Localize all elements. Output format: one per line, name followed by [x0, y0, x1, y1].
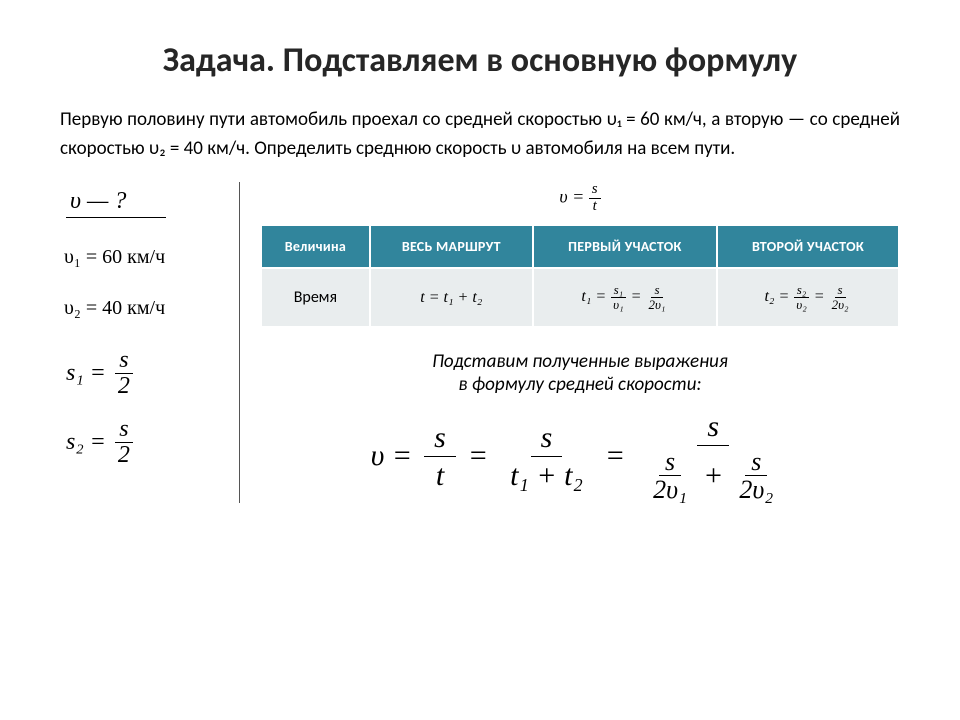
t-total-cell: t = t₁ + t₂ [370, 268, 533, 326]
f3b-num: s [745, 448, 767, 476]
main-formula: υ = s t = s t₁ + t₂ = s s 2υ₁ + [260, 410, 900, 504]
f3a-num: s [659, 448, 681, 476]
t1-d1: υ₁ [610, 298, 627, 312]
s2-equation: s₂ = s 2 [66, 417, 225, 468]
t1-cell: t₁ = s₁ υ₁ = s 2υ₁ [533, 268, 717, 326]
time-table: Величина Весь маршрут Первый участок Вто… [260, 224, 900, 327]
s1-lhs: s₁ = [66, 360, 106, 387]
f3a-den: 2υ₁ [647, 476, 693, 503]
s2-den: 2 [114, 443, 134, 468]
th-seg2: Второй участок [717, 225, 899, 268]
t2-lhs: t₂ = [764, 288, 789, 305]
to-find: υ — ? [70, 188, 225, 215]
main-lhs: υ = [371, 439, 413, 473]
t1-n1: s₁ [611, 283, 627, 298]
given-v2: υ₂ = 40 км/ч [64, 297, 225, 320]
f1-num: s [424, 421, 456, 457]
t2-cell: t₂ = s₂ υ₂ = s 2υ₂ [717, 268, 899, 326]
slide-title: Задача. Подставляем в основную формулу [60, 40, 900, 81]
th-quantity: Величина [261, 225, 370, 268]
avg-speed-formula: υ = s t [260, 182, 900, 215]
t1-lhs: t₁ = [581, 288, 606, 305]
find-divider [66, 217, 166, 218]
top-formula-num: s [589, 182, 601, 199]
given-v1: υ₁ = 60 км/ч [64, 246, 225, 269]
th-total: Весь маршрут [370, 225, 533, 268]
s1-den: 2 [114, 374, 134, 399]
f2-num: s [531, 421, 563, 457]
f3-num: s [697, 410, 729, 446]
s1-equation: s₁ = s 2 [66, 348, 225, 399]
top-formula-den: t [590, 199, 600, 215]
th-seg1: Первый участок [533, 225, 717, 268]
t2-d2: 2υ₂ [829, 298, 852, 312]
t-total: t = t₁ + t₂ [420, 289, 482, 306]
substitution-text: Подставим полученные выражения в формулу… [260, 350, 900, 396]
content-row: υ — ? υ₁ = 60 км/ч υ₂ = 40 км/ч s₁ = s 2… [60, 182, 900, 503]
t2-n2: s [835, 283, 846, 298]
t2-d1: υ₂ [793, 298, 810, 312]
f1-den: t [426, 457, 454, 492]
f2-den: t₁ + t₂ [500, 457, 593, 492]
t2-n1: s₂ [794, 283, 810, 298]
top-formula-lhs: υ = [559, 186, 584, 206]
t1-d2: 2υ₁ [645, 298, 668, 312]
f3b-den: 2υ₂ [733, 476, 779, 503]
s2-num: s [115, 417, 132, 443]
s1-num: s [115, 348, 132, 374]
row-label: Время [261, 268, 370, 326]
problem-statement: Первую половину пути автомобиль проехал … [60, 105, 900, 164]
given-column: υ — ? υ₁ = 60 км/ч υ₂ = 40 км/ч s₁ = s 2… [60, 182, 240, 503]
s2-lhs: s₂ = [66, 429, 106, 456]
t1-n2: s [651, 283, 662, 298]
table-row: Время t = t₁ + t₂ t₁ = s₁ υ₁ = s 2υ₁ [261, 268, 899, 326]
solution-column: υ = s t Величина Весь маршрут Первый уча… [240, 182, 900, 503]
